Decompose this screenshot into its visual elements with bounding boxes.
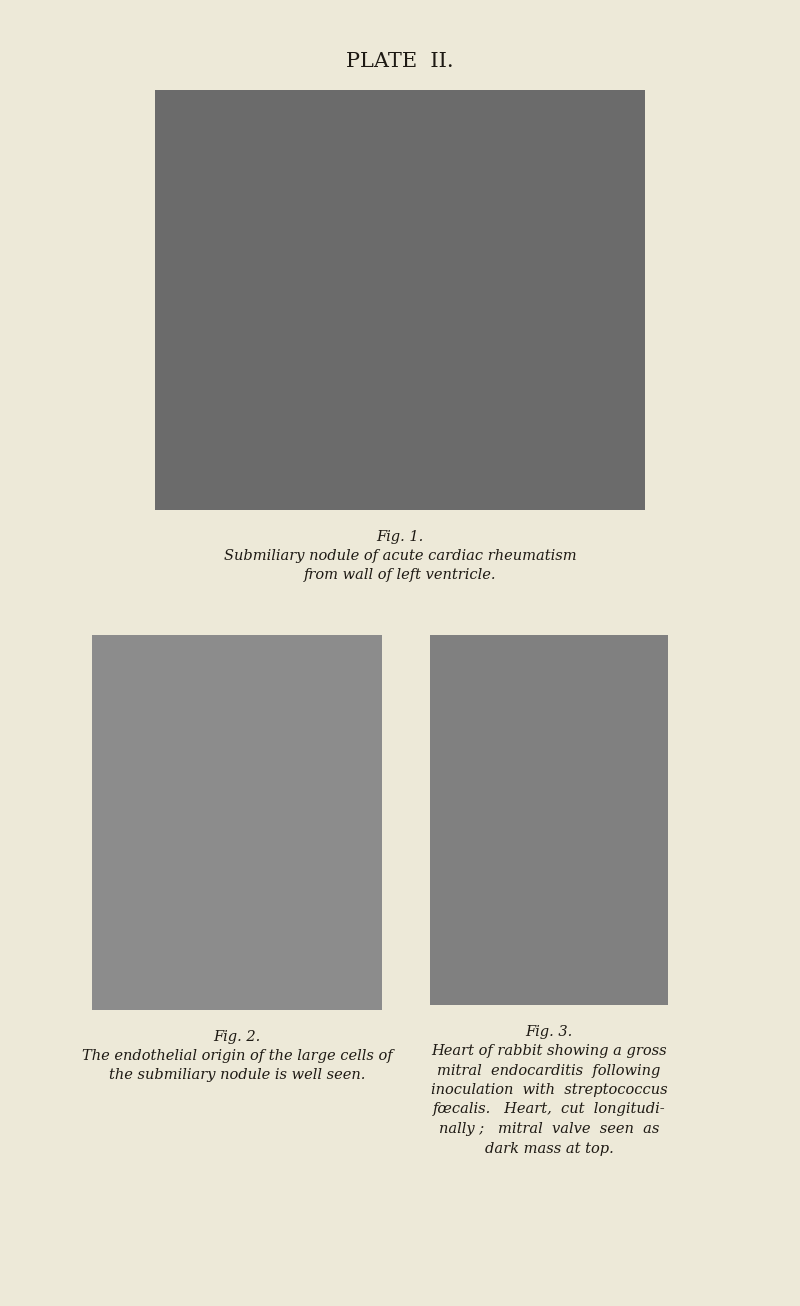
Text: PLATE  II.: PLATE II.: [346, 52, 454, 71]
Text: Fig. 3.: Fig. 3.: [526, 1025, 573, 1040]
Text: Fig. 2.: Fig. 2.: [214, 1030, 261, 1043]
Text: Submiliary nodule of acute cardiac rheumatism
from wall of left ventricle.: Submiliary nodule of acute cardiac rheum…: [224, 549, 576, 582]
Text: Fig. 1.: Fig. 1.: [376, 530, 424, 545]
Text: Heart of rabbit showing a gross
mitral  endocarditis  following
inoculation  wit: Heart of rabbit showing a gross mitral e…: [430, 1043, 667, 1156]
Text: The endothelial origin of the large cells of
the submiliary nodule is well seen.: The endothelial origin of the large cell…: [82, 1049, 392, 1083]
